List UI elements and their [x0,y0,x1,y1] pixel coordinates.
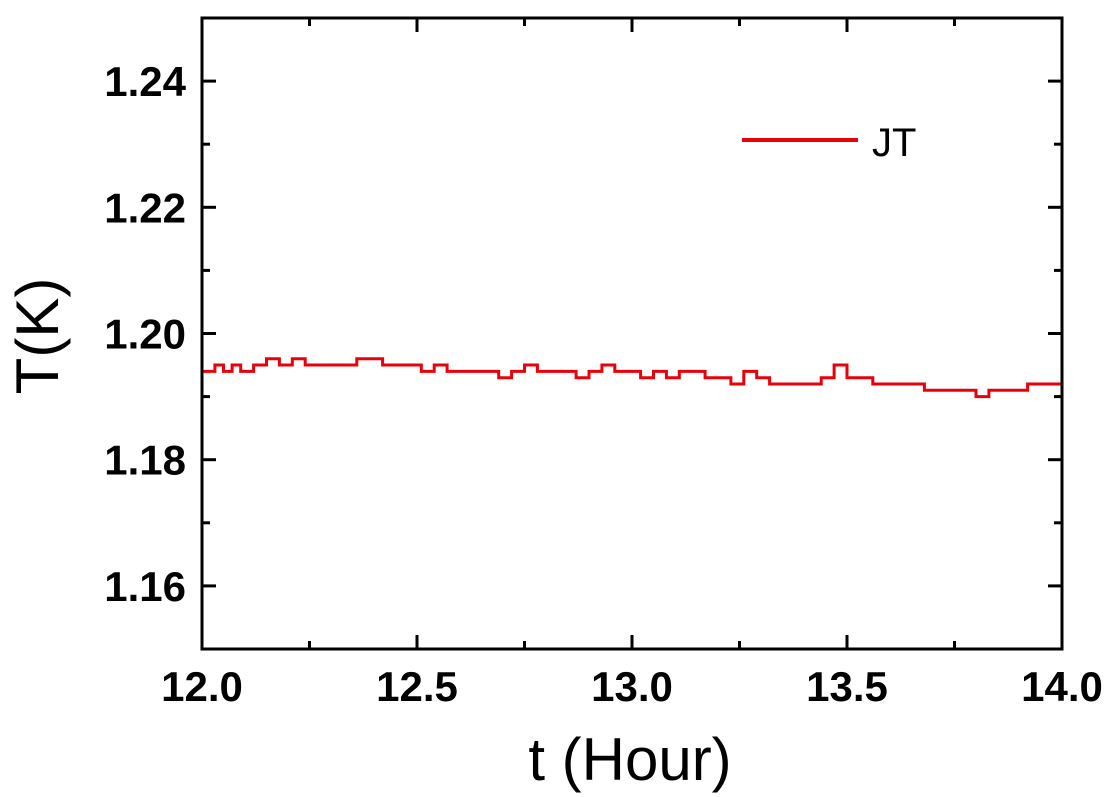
y-tick-label: 1.24 [104,58,186,105]
x-tick-labels: 12.0 12.5 13.0 13.5 14.0 [161,663,1103,710]
series-line-jt [202,357,1064,399]
y-tick-label: 1.18 [104,437,186,484]
plot-frame [200,16,1064,651]
legend-label-jt: JT [872,121,916,165]
x-tick-label: 14.0 [1021,663,1103,710]
axis-ticks [200,16,1064,651]
x-axis-title: t (Hour) [528,726,731,793]
y-axis-title: T(K) [4,278,71,395]
x-tick-label: 13.5 [806,663,888,710]
y-tick-label: 1.20 [104,311,186,358]
y-tick-label: 1.22 [104,184,186,231]
x-tick-label: 13.0 [591,663,673,710]
y-tick-label: 1.16 [104,563,186,610]
y-tick-labels: 1.16 1.18 1.20 1.22 1.24 [104,58,186,610]
x-tick-label: 12.5 [376,663,458,710]
legend: JT [742,121,916,165]
x-tick-label: 12.0 [161,663,243,710]
